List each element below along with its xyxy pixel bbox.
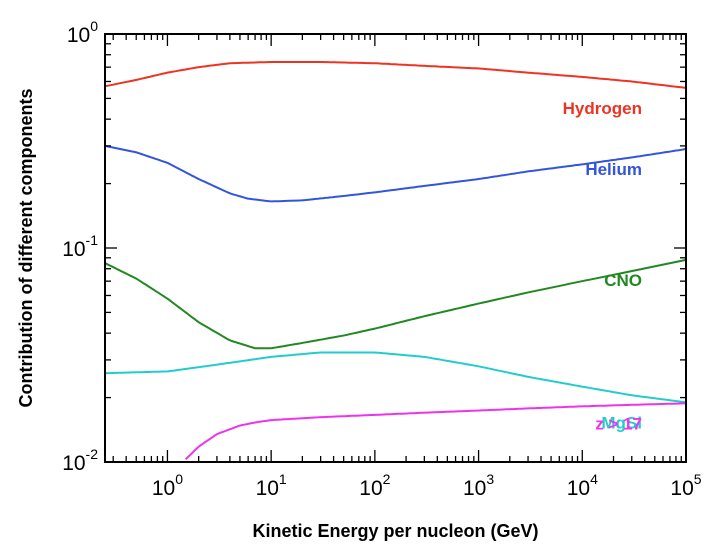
x-tick-label: 101 (256, 471, 287, 500)
x-tick-label: 105 (670, 471, 701, 500)
y-tick-label: 10-1 (62, 232, 98, 261)
series-line-z-17 (184, 402, 687, 461)
series-line-helium (104, 144, 687, 203)
series-label-hydrogen: Hydrogen (563, 99, 642, 118)
series-label-z-17: z > 17 (595, 414, 642, 433)
y-tick-label: 10-2 (62, 446, 98, 475)
x-tick-labels: 100 101 102 103 104 105 (152, 471, 702, 500)
series-label-cno: CNO (604, 271, 642, 290)
series-label-helium: Helium (585, 160, 642, 179)
x-tick-label: 103 (463, 471, 494, 500)
y-axis-title: Contribution of different components (16, 89, 36, 408)
series-line-cno (104, 258, 687, 350)
plot-frame (104, 33, 687, 463)
series-label-mgsi: MgSi (601, 413, 642, 432)
series-line-mgsi (104, 351, 687, 404)
series-lines (104, 61, 687, 461)
y-tick-label: 100 (67, 18, 98, 47)
x-tick-label: 104 (567, 471, 598, 500)
y-tick-labels: 10-2 10-1 100 (62, 18, 98, 475)
x-axis-title: Kinetic Energy per nucleon (GeV) (252, 521, 538, 541)
series-line-hydrogen (104, 61, 687, 89)
x-tick-label: 102 (359, 471, 390, 500)
x-tick-label: 100 (152, 471, 183, 500)
